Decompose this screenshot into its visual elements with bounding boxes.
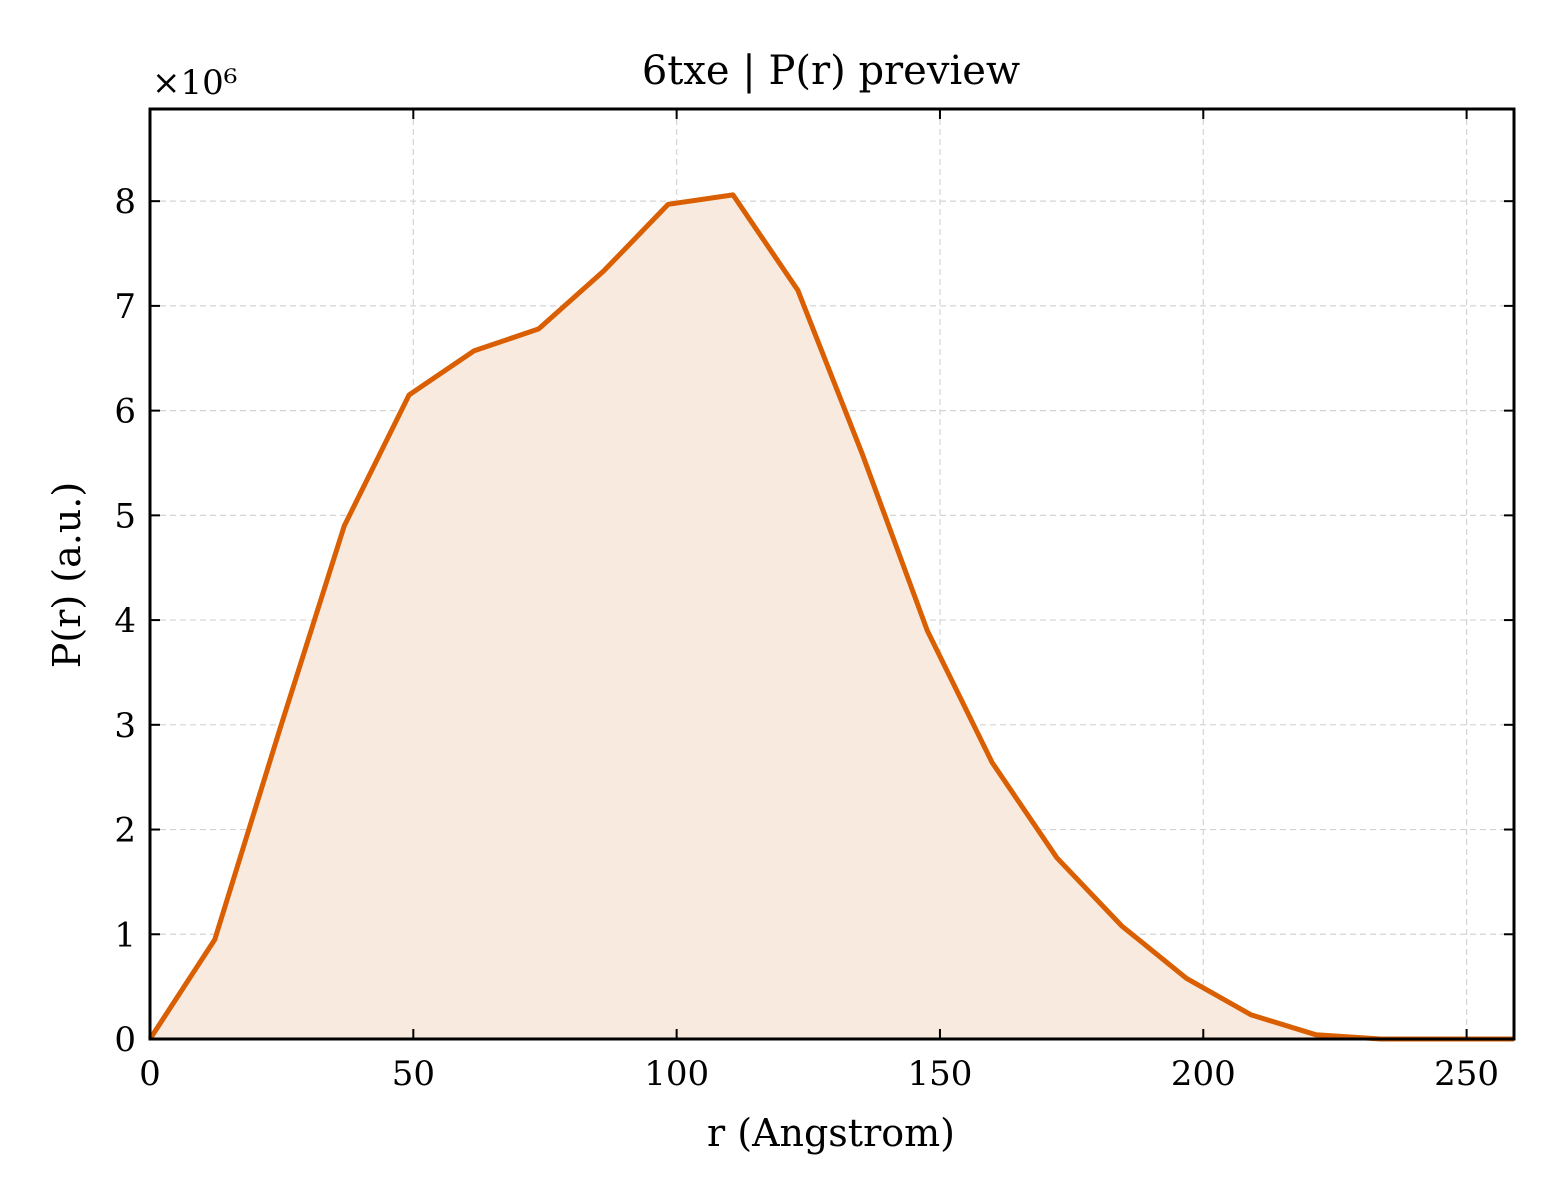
x-tick-label: 100 — [644, 1054, 709, 1094]
y-tick-label: 8 — [114, 182, 136, 222]
x-tick-label: 50 — [392, 1054, 435, 1094]
x-axis-label: r (Angstrom) — [707, 1111, 955, 1155]
y-offset-label: ×10⁶ — [152, 63, 237, 103]
x-tick-label: 250 — [1434, 1054, 1499, 1094]
pr-series-line — [147, 192, 1514, 1042]
axis-ticks — [149, 109, 1514, 1040]
pr-area-fill — [150, 194, 1514, 1039]
x-tick-label: 200 — [1171, 1054, 1236, 1094]
y-tick-label: 5 — [114, 496, 136, 536]
y-tick-label: 2 — [114, 811, 136, 851]
y-tick-label: 1 — [114, 915, 136, 955]
y-tick-label: 4 — [114, 601, 136, 641]
y-tick-label: 7 — [114, 287, 136, 327]
y-axis-label: P(r) (a.u.) — [45, 482, 89, 668]
tick-labels: 0 50 100 150 200 250 0 1 2 3 4 5 6 7 8 — [114, 182, 1499, 1094]
y-tick-label: 3 — [114, 706, 136, 746]
y-tick-label: 0 — [114, 1020, 136, 1060]
x-tick-label: 150 — [908, 1054, 973, 1094]
plot-frame — [148, 107, 1516, 1041]
y-tick-label: 6 — [114, 392, 136, 432]
x-tick-label: 0 — [139, 1054, 161, 1094]
chart-title: 6txe | P(r) preview — [642, 48, 1020, 94]
